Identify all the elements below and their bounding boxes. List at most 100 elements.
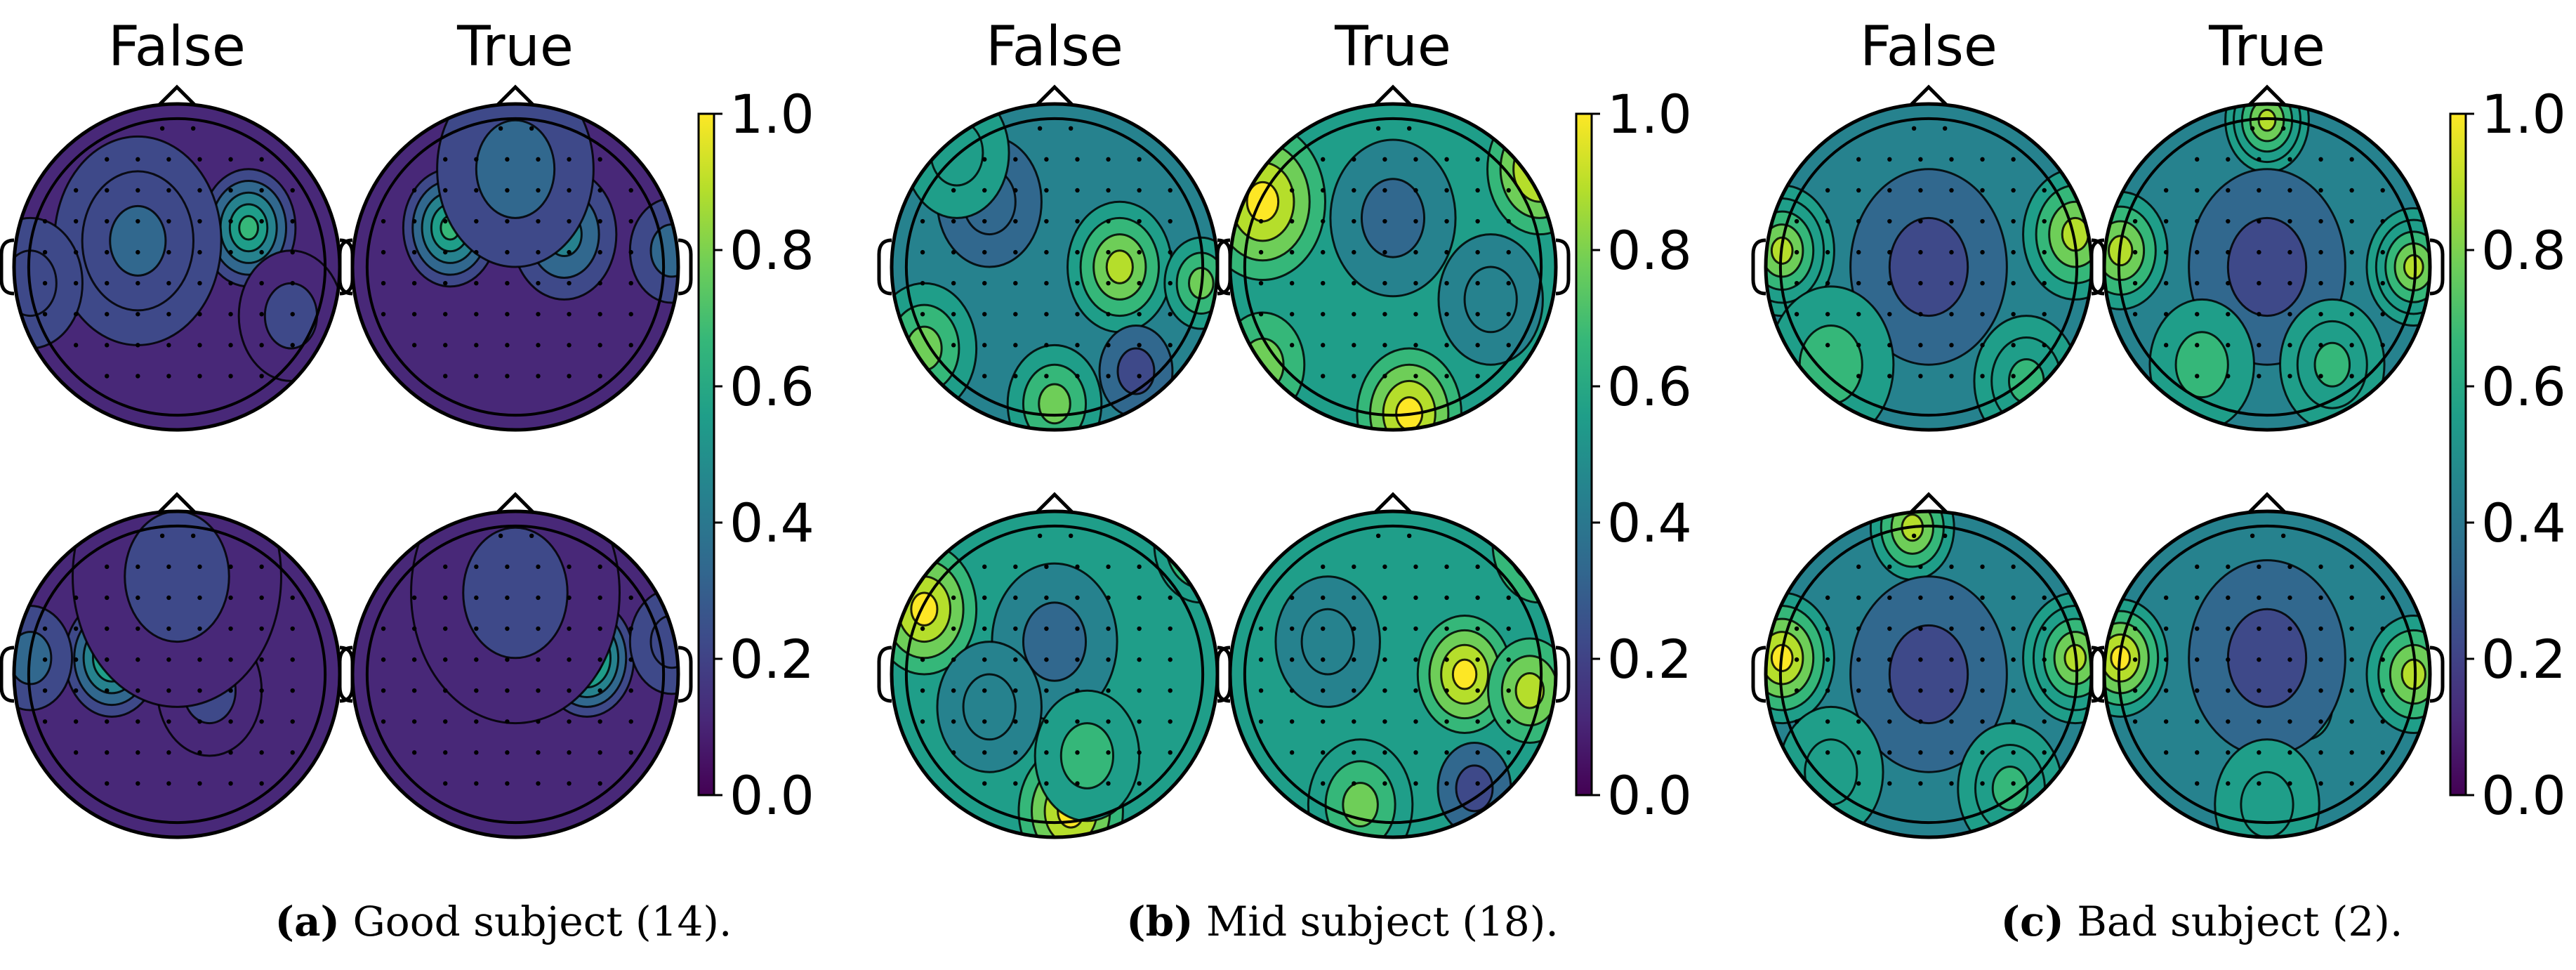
contour-1-3-5-2	[1523, 523, 1556, 565]
contour-2-0-4-1	[1798, 325, 1863, 405]
column-label: True	[456, 15, 574, 79]
contour-0-0-3-1	[263, 282, 319, 350]
contour-1-3-3-1	[1455, 764, 1494, 813]
contour-0-0-1-2	[109, 204, 167, 277]
colorbar-tick-label: 0.8	[1607, 219, 1692, 282]
topomap-2-1	[2089, 84, 2445, 432]
contour-1-1-4-1	[1463, 266, 1518, 334]
contour-2-2-4-2	[1991, 765, 2029, 811]
contour-0-0-0-4	[238, 215, 259, 241]
caption-b: (b) Mid subject (18).	[991, 898, 1693, 945]
topomap-0-1	[338, 84, 693, 432]
left-ear-icon	[2089, 645, 2105, 703]
colorbar-tick-label: 0.0	[2481, 764, 2566, 827]
right-ear-icon	[1555, 238, 1571, 296]
contour-1-2-1-2	[1176, 513, 1217, 575]
contour-1-3-5-0	[1491, 511, 1556, 604]
contour-2-2-3-1	[1888, 624, 1969, 725]
contour-1-2-5-1	[1059, 722, 1115, 789]
colorbar-tick-label: 0.4	[1607, 492, 1692, 554]
left-ear-icon	[0, 645, 15, 703]
nose-icon	[2247, 492, 2287, 514]
contour-1-0-2-2	[1038, 383, 1071, 425]
contour-1-0-5-1	[1116, 347, 1156, 395]
contour-1-3-4-1	[1300, 608, 1355, 676]
colorbar-tick-label: 1.0	[2481, 83, 2566, 145]
contour-1-2-3-1	[1022, 601, 1088, 682]
nose-icon	[1909, 492, 1948, 514]
colorbar-tick-label: 0.8	[2481, 219, 2566, 282]
colorbar-tick-label: 0.6	[729, 355, 814, 418]
left-ear-icon	[1215, 238, 1231, 296]
left-ear-icon	[2089, 238, 2105, 296]
contour-0-3-1-1	[462, 526, 569, 660]
right-ear-icon	[1555, 645, 1571, 703]
topomap-2-0	[1751, 84, 2106, 432]
right-ear-icon	[678, 238, 693, 296]
contour-1-3-1-2	[1514, 671, 1545, 709]
contour-1-3-0-3	[1451, 658, 1478, 690]
nose-icon	[2247, 84, 2287, 107]
colorbar-tick-label: 0.6	[1607, 355, 1692, 418]
contour-0-1-3-1	[649, 223, 678, 278]
colorbar: 1.0 0.8 0.6 0.4 0.2 0.0	[1575, 83, 1692, 827]
nose-icon	[496, 492, 535, 514]
colorbar-tick-label: 0.2	[1607, 628, 1692, 690]
caption-a-text: Good subject (14).	[352, 898, 732, 945]
contour-0-1-2-1	[475, 119, 556, 219]
caption-a: (a) Good subject (14).	[152, 898, 854, 945]
caption-b-text: Mid subject (18).	[1206, 898, 1559, 945]
contour-2-3-4-1	[2240, 771, 2294, 837]
colorbar-tick-label: 0.2	[729, 628, 814, 690]
caption-c-text: Bad subject (2).	[2077, 898, 2403, 945]
nose-icon	[1373, 84, 1413, 107]
column-label: False	[986, 15, 1123, 79]
caption-c: (c) Bad subject (2).	[1851, 898, 2553, 945]
left-ear-icon	[877, 238, 892, 296]
contour-1-2-1-3	[1188, 528, 1215, 560]
caption-b-tag: (b)	[1126, 898, 1194, 945]
colorbar-tick-label: 0.2	[2481, 628, 2566, 690]
colorbar-tick-label: 0.0	[1607, 764, 1692, 827]
right-ear-icon	[678, 645, 693, 703]
right-ear-icon	[2429, 238, 2445, 296]
colorbar-tick-label: 0.6	[2481, 355, 2566, 418]
caption-c-tag: (c)	[2000, 898, 2064, 945]
nose-icon	[1909, 84, 1948, 107]
left-ear-icon	[877, 645, 892, 703]
nose-icon	[1035, 84, 1074, 107]
contour-2-2-5-1	[1804, 738, 1858, 806]
column-label: True	[1334, 15, 1451, 79]
left-ear-icon	[0, 238, 15, 296]
left-ear-icon	[338, 238, 353, 296]
topomap-2-2	[1751, 492, 2106, 839]
contour-2-0-3-1	[1888, 216, 1969, 317]
contour-1-2-4-1	[962, 673, 1017, 741]
nose-icon	[496, 84, 535, 107]
contour-1-2-1-0	[1153, 511, 1217, 604]
topomap-1-3	[1215, 492, 1571, 839]
left-ear-icon	[1215, 645, 1231, 703]
right-ear-icon	[2429, 645, 2445, 703]
caption-a-tag: (a)	[275, 898, 340, 945]
contour-1-2-1-1	[1165, 511, 1217, 589]
topomap-0-2	[0, 492, 355, 839]
column-label: False	[108, 15, 246, 79]
colorbar-tick-label: 1.0	[729, 83, 814, 145]
colorbar-tick-label: 0.0	[729, 764, 814, 827]
nose-icon	[157, 492, 197, 514]
contour-0-2-3-1	[124, 511, 230, 643]
topomap-1-0	[877, 84, 1232, 432]
left-ear-icon	[1751, 645, 1766, 703]
colorbar-tick-label: 1.0	[1607, 83, 1692, 145]
contour-2-1-5-1	[2174, 331, 2229, 399]
contour-2-1-3-1	[2226, 216, 2308, 317]
contour-1-0-0-3	[1105, 249, 1134, 284]
topomap-1-2	[877, 492, 1232, 839]
topomap-0-0	[0, 84, 355, 432]
colorbar: 1.0 0.8 0.6 0.4 0.2 0.0	[697, 83, 814, 827]
contour-2-1-4-2	[2313, 341, 2351, 388]
contour-1-1-3-1	[1360, 178, 1426, 258]
topomap-2-3	[2089, 492, 2445, 839]
